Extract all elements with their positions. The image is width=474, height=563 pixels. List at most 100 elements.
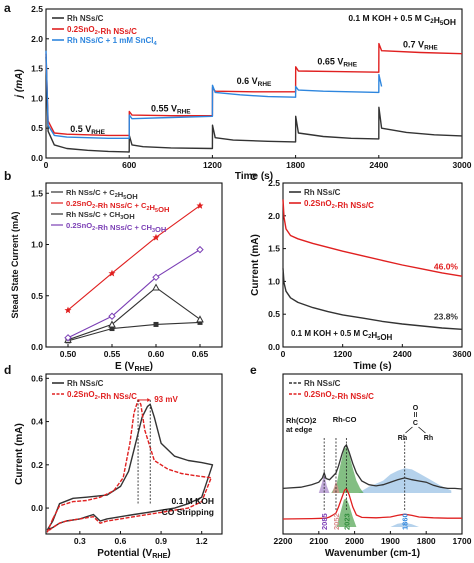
- marker-diamond: [64, 334, 72, 342]
- y-tick-label: 1.5: [31, 64, 43, 74]
- series-line-0: [282, 268, 463, 330]
- electrolyte-annotation: 0.1 M KOH + 0.5 M C2H5OH: [291, 329, 393, 342]
- peak-shift-arrowhead: [147, 397, 151, 402]
- panel-c: 0 1200 2400 3600 0.0 0.5 1.0 1.5 2.0 2.5 Time (s) C…: [250, 178, 472, 372]
- x-tick-label: 1700: [453, 536, 472, 546]
- marker-diamond: [196, 245, 204, 254]
- marker-star: [152, 233, 160, 241]
- y-tick-label: 0.5: [268, 309, 280, 319]
- x-tick-label: 600: [122, 160, 136, 170]
- x-tick-label: 1.2: [196, 536, 208, 546]
- x-tick-label: 0.6: [115, 536, 127, 546]
- y-axis-title: j (mA): [14, 69, 25, 100]
- y-tick-label: 1.0: [268, 276, 280, 286]
- x-tick-label: 0.9: [155, 536, 167, 546]
- peak-marker-label-0: 2085: [320, 513, 329, 530]
- y-tick-label: 0.5: [31, 291, 43, 301]
- potential-label-0: 0.5 VRHE: [70, 124, 105, 136]
- x-tick-label: 2400: [369, 160, 388, 170]
- x-axis-title: Wavenumber (cm-1): [325, 548, 420, 559]
- x-tick-label: 1800: [286, 160, 305, 170]
- electrolyte-annotation: 0.1 M KOH + 0.5 M C2H5OH: [348, 13, 456, 27]
- y-axis-title: Current (mA): [14, 423, 25, 485]
- plot-frame: [45, 373, 223, 535]
- x-tick-label: 0.50: [60, 349, 77, 359]
- panel-a-letter: a: [4, 1, 11, 15]
- plot-frame: [282, 373, 463, 535]
- series-line-1: [45, 42, 463, 137]
- series-line-1: [282, 199, 463, 277]
- condition-line-1: 0.1 M KOH: [171, 496, 214, 506]
- x-tick-label: 0.65: [192, 349, 209, 359]
- x-axis-title: E (VRHE): [115, 361, 153, 373]
- bridge-o: O: [413, 405, 419, 412]
- marker-triangle: [108, 320, 116, 328]
- x-tick-label: 2200: [274, 536, 293, 546]
- x-tick-label: 1200: [203, 160, 222, 170]
- marker-star: [64, 306, 72, 314]
- bridge-bond-4: [418, 426, 426, 434]
- panel-c-letter: c: [250, 169, 257, 183]
- y-tick-label: 1.0: [31, 93, 43, 103]
- legend-e-1-label: 0.2SnO2-Rh NSs/C: [304, 390, 374, 401]
- series-line-2: [67, 287, 201, 341]
- panel-e-letter: e: [250, 363, 257, 377]
- potential-label-2: 0.6 VRHE: [237, 76, 272, 88]
- top-band-2052-fill: [332, 480, 340, 493]
- panel-e: 2200 2100 2000 1900 1800 1700 Wavenumber (cm-1…: [274, 373, 472, 559]
- x-tick-label: 1800: [417, 536, 436, 546]
- bottom-band-1860-fill: [390, 522, 419, 527]
- peak-shift-label: 93 mV: [154, 395, 178, 404]
- y-axis-title: Stead State Current (mA): [10, 211, 20, 318]
- series-line-0: [46, 403, 214, 531]
- series-line-1: [282, 487, 462, 520]
- x-tick-label: 0.55: [104, 349, 121, 359]
- legend-d-0-label: Rh NSs/C: [67, 379, 104, 388]
- marker-square: [197, 319, 203, 325]
- marker-diamond: [108, 312, 116, 320]
- panel-b: 0.50 0.55 0.60 0.65 0.0 0.5 1.0 1.5 E (VRHE) Stea…: [10, 182, 223, 373]
- marker-diamond: [152, 273, 160, 282]
- marker-star: [108, 269, 116, 277]
- x-axis-title: Potential (VRHE): [97, 548, 171, 560]
- x-tick-label: 0: [44, 160, 49, 170]
- x-tick-label: 0.3: [74, 536, 86, 546]
- y-tick-label: 0.0: [31, 503, 43, 513]
- bridge-rh-1: Rh: [398, 435, 407, 442]
- condition-line-2: CO Stripping: [162, 507, 214, 517]
- x-tick-label: 0.60: [148, 349, 165, 359]
- y-tick-label: 1.0: [31, 240, 43, 250]
- top-band-2023-fill: [331, 446, 364, 493]
- potential-label-4: 0.7 VRHE: [403, 40, 438, 52]
- legend-a-1-label: 0.2SnO2-Rh NSs/C: [67, 25, 137, 36]
- panel-a: 0 600 1200 1800 2400 3000 0.0 0.5 1.0 1.5 2.0 2.5 Ti…: [14, 4, 472, 182]
- bottom-band-2023-fill: [336, 498, 357, 527]
- y-tick-label: 1.5: [268, 244, 280, 254]
- x-axis-title: Time (s): [235, 171, 273, 182]
- panel-d-letter: d: [4, 363, 11, 377]
- legend-b-1-label: 0.2SnO2-Rh NSs/C + C2H5OH: [66, 199, 169, 214]
- retention-label-0: 46.0%: [434, 262, 459, 272]
- x-tick-label: 2000: [345, 536, 364, 546]
- y-tick-label: 0.6: [31, 373, 43, 383]
- bridge-c: C: [413, 420, 418, 427]
- y-tick-label: 1.5: [31, 188, 43, 198]
- marker-square: [109, 326, 115, 332]
- bridge-rh-2: Rh: [424, 435, 433, 442]
- legend-c-0-label: Rh NSs/C: [304, 188, 341, 197]
- plot-frame: [45, 8, 463, 159]
- plot-frame: [45, 182, 223, 348]
- series-line-3: [67, 249, 201, 339]
- retention-label-1: 23.8%: [434, 312, 459, 322]
- plot-frame: [282, 182, 463, 348]
- x-tick-label: 0: [281, 349, 286, 359]
- peak-marker-label-1: 2052: [332, 513, 341, 530]
- x-tick-label: 3000: [453, 160, 472, 170]
- peak-marker-label-3: 1860: [401, 513, 410, 530]
- y-tick-label: 0.5: [31, 123, 43, 133]
- legend-c-1-label: 0.2SnO2-Rh NSs/C: [304, 199, 374, 210]
- y-axis-title: Current (mA): [250, 234, 261, 296]
- x-tick-label: 1900: [381, 536, 400, 546]
- y-tick-label: 0.0: [31, 153, 43, 163]
- x-axis-title: Time (s): [353, 361, 391, 372]
